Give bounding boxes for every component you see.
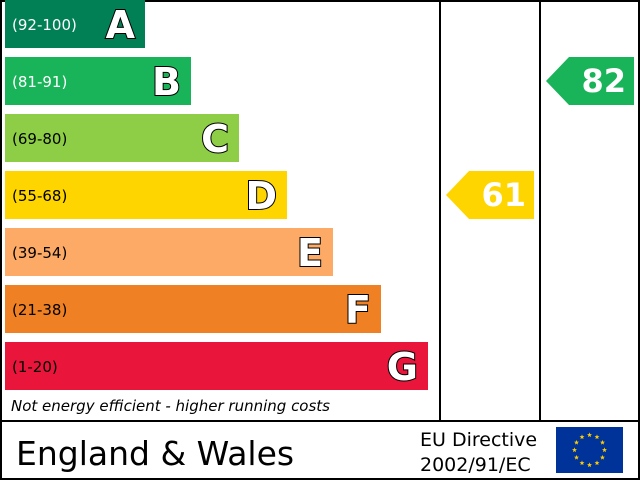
eu-flag-star (594, 434, 600, 440)
band-f-letter: F (345, 288, 371, 332)
band-d-bar (5, 171, 287, 219)
band-e-bar (5, 228, 333, 276)
current-rating-arrow (446, 171, 534, 219)
band-c-bar (5, 114, 239, 162)
band-g-bar (5, 342, 428, 390)
eu-flag-icon (556, 427, 623, 473)
band-a-letter: A (106, 3, 136, 47)
band-f-bar (5, 285, 381, 333)
eu-flag-star (600, 439, 605, 445)
band-f-range: (21-38) (12, 301, 67, 319)
rating-bands: (92-100) A (81-91) B (69-80) C (55-68) D (39-54)… (5, 0, 428, 390)
potential-rating-value: 82 (581, 62, 626, 100)
band-b-range: (81-91) (12, 73, 67, 91)
band-b-bar (5, 57, 191, 105)
eu-flag-star (574, 454, 579, 460)
potential-rating-arrow (546, 57, 634, 105)
eu-flag-star (574, 439, 579, 445)
eu-flag-star (579, 434, 585, 440)
region-label: England & Wales (16, 434, 294, 473)
band-d-letter: D (245, 174, 277, 218)
eu-flag-star (587, 432, 592, 438)
band-b-letter: B (152, 60, 181, 104)
band-e-letter: E (297, 231, 323, 275)
band-a-range: (92-100) (12, 16, 77, 34)
band-a-bar (5, 0, 145, 48)
eu-flag-star (600, 454, 605, 460)
eu-directive-number: 2002/91/EC (420, 454, 531, 476)
band-c-range: (69-80) (12, 130, 67, 148)
band-c-letter: C (201, 117, 229, 161)
band-d-range: (55-68) (12, 187, 67, 205)
eu-flag-star (572, 447, 577, 453)
band-g-range: (1-20) (12, 358, 58, 376)
band-g-letter: G (387, 345, 418, 389)
band-e-range: (39-54) (12, 244, 67, 262)
eu-flag-star (602, 447, 607, 453)
eu-flag-star (587, 462, 592, 468)
footer-note: Not energy efficient - higher running co… (11, 397, 330, 415)
eu-directive-label: EU Directive (420, 429, 537, 451)
rating-arrows: 61 82 (446, 57, 634, 219)
eu-flag-star (579, 460, 585, 466)
eu-flag-star (594, 460, 600, 466)
current-rating-value: 61 (481, 176, 526, 214)
